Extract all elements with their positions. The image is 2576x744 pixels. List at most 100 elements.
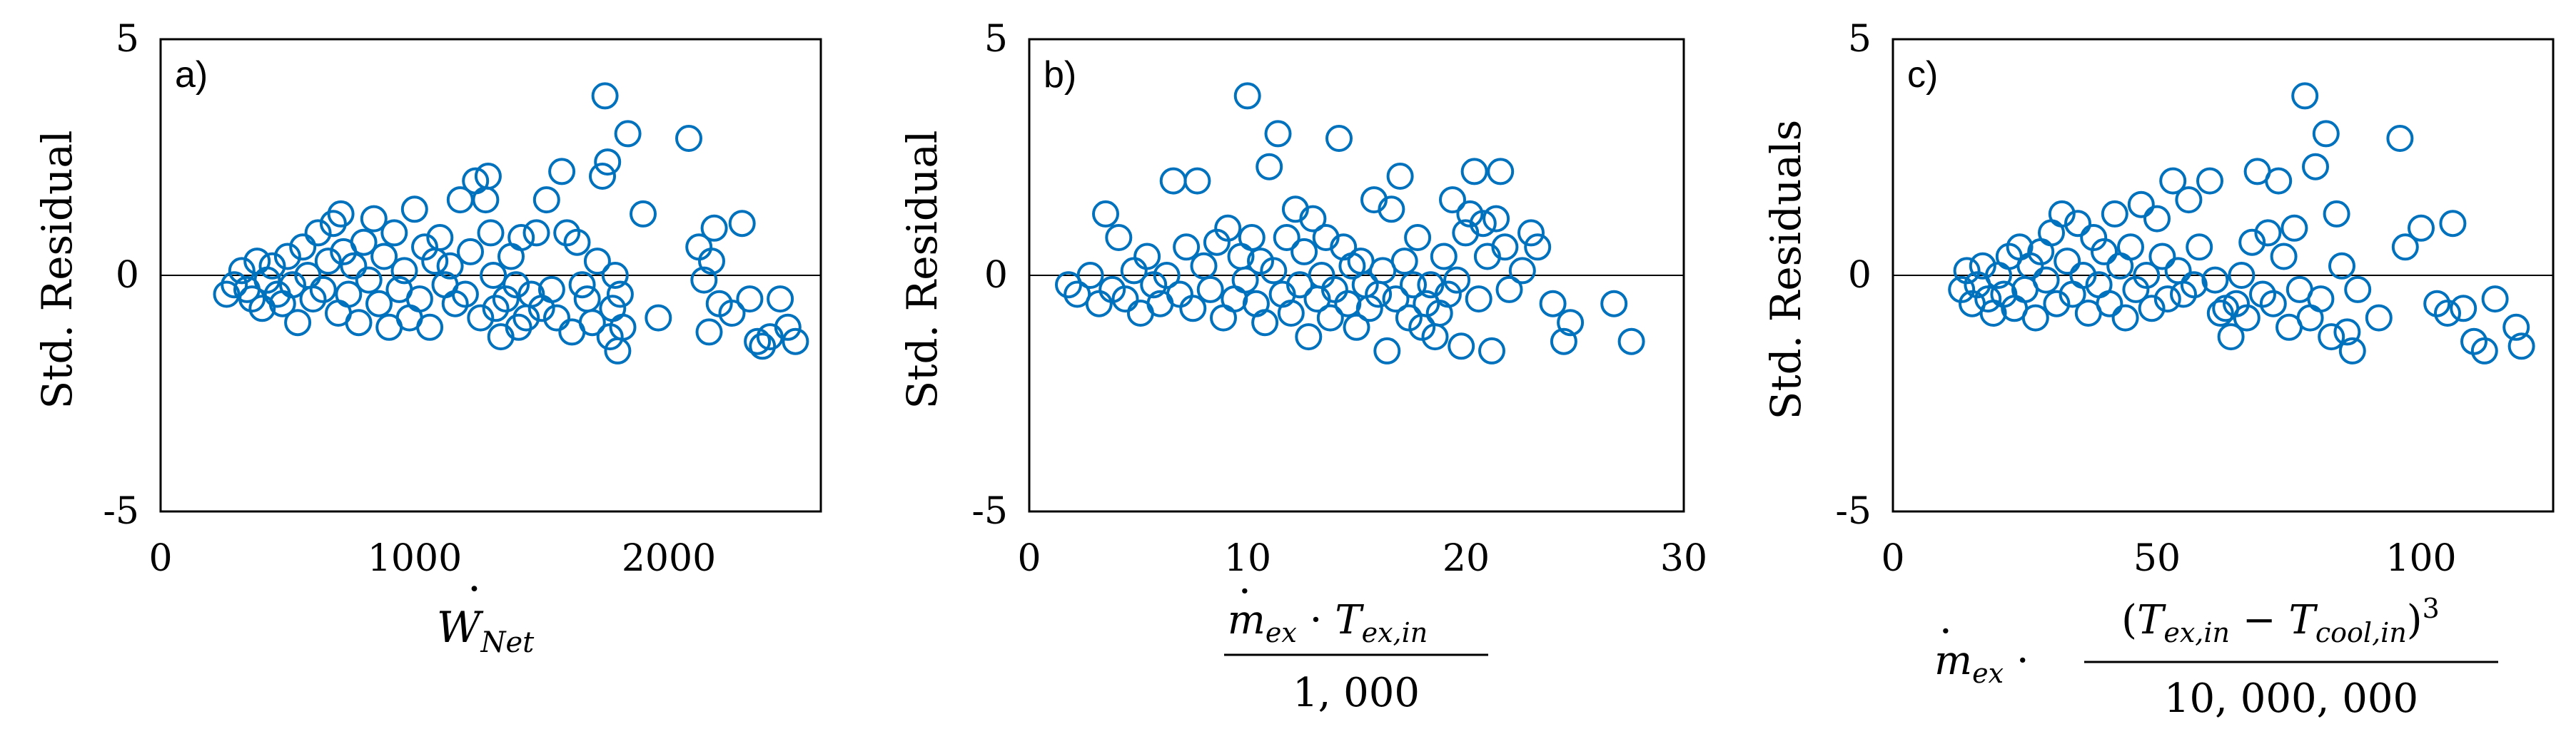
data-point bbox=[1264, 120, 1292, 148]
data-point bbox=[1550, 327, 1577, 355]
data-point bbox=[1974, 285, 2002, 313]
data-point bbox=[2460, 327, 2487, 355]
data-point bbox=[1334, 290, 1362, 317]
data-point bbox=[537, 275, 565, 303]
data-point bbox=[594, 148, 622, 176]
data-point bbox=[380, 219, 408, 247]
data-point bbox=[436, 252, 464, 280]
data-point bbox=[1483, 205, 1510, 233]
data-point bbox=[543, 304, 570, 332]
x-tick-label: 20 bbox=[1443, 537, 1490, 580]
x-tick-label: 30 bbox=[1660, 537, 1707, 580]
x-tick-label: 1000 bbox=[368, 537, 462, 580]
data-point bbox=[2153, 285, 2181, 313]
data-point bbox=[1539, 290, 1567, 317]
data-point bbox=[1508, 257, 1536, 285]
x-axis-label-math: WNet bbox=[437, 603, 535, 659]
data-point bbox=[1290, 238, 1318, 265]
data-point bbox=[505, 313, 532, 341]
data-point bbox=[1430, 243, 1458, 270]
data-point bbox=[2096, 290, 2123, 317]
x-tick-label: 0 bbox=[1881, 537, 1904, 580]
data-point bbox=[2143, 205, 2171, 233]
data-point bbox=[1153, 262, 1181, 289]
data-point bbox=[238, 285, 266, 313]
data-point bbox=[589, 163, 616, 190]
data-point bbox=[2217, 323, 2245, 351]
data-point bbox=[2450, 295, 2477, 322]
data-point bbox=[568, 271, 596, 299]
data-point bbox=[2328, 252, 2355, 280]
y-axis-label: Std. Residuals bbox=[1762, 120, 1810, 420]
x-axis-label-dot: · bbox=[1238, 569, 1251, 615]
data-point bbox=[1491, 233, 1519, 261]
data-point bbox=[736, 285, 764, 313]
data-point bbox=[309, 275, 337, 303]
data-point bbox=[2228, 262, 2256, 289]
data-point bbox=[1557, 309, 1585, 337]
data-point bbox=[1355, 295, 1383, 322]
data-point bbox=[1478, 337, 1505, 365]
data-point bbox=[1214, 214, 1242, 242]
data-point bbox=[1487, 158, 1515, 185]
data-point bbox=[279, 271, 306, 299]
x-axis-label-numerator: (Tex,in − Tcool,in)3 bbox=[2121, 593, 2440, 648]
data-point bbox=[2148, 243, 2176, 270]
data-point bbox=[304, 219, 332, 247]
data-point bbox=[1183, 167, 1211, 195]
data-point bbox=[2117, 233, 2144, 261]
y-axis-label: Std. Residual bbox=[898, 131, 946, 409]
data-point bbox=[480, 262, 507, 289]
data-point bbox=[365, 290, 393, 317]
data-point bbox=[355, 266, 383, 294]
data-point bbox=[1277, 300, 1305, 327]
data-point bbox=[472, 186, 500, 214]
data-point bbox=[2291, 82, 2319, 110]
data-point bbox=[2365, 304, 2393, 332]
data-point bbox=[782, 327, 809, 355]
data-point bbox=[2196, 167, 2223, 195]
data-point bbox=[1382, 285, 1410, 313]
data-point bbox=[441, 290, 469, 317]
x-axis-label-denominator: 1, 000 bbox=[1293, 670, 1420, 716]
data-point bbox=[2408, 214, 2435, 242]
data-point bbox=[400, 195, 428, 223]
data-point bbox=[1316, 304, 1344, 332]
data-point bbox=[2259, 290, 2287, 317]
data-point bbox=[1092, 200, 1119, 228]
data-point bbox=[2302, 153, 2329, 180]
data-point bbox=[2032, 266, 2060, 294]
data-point bbox=[2021, 304, 2049, 332]
data-point bbox=[2481, 285, 2509, 313]
y-axis-label: Std. Residual bbox=[33, 131, 81, 409]
data-point bbox=[457, 238, 484, 265]
data-point bbox=[601, 262, 629, 289]
data-point bbox=[2386, 125, 2414, 152]
data-point bbox=[299, 285, 327, 313]
data-point bbox=[2133, 262, 2161, 289]
data-point bbox=[253, 266, 281, 294]
data-point bbox=[2270, 243, 2298, 270]
data-point bbox=[1133, 243, 1161, 270]
panel-label: a) bbox=[175, 54, 208, 96]
x-axis-label-dot: · bbox=[1939, 608, 1952, 655]
data-point bbox=[1325, 125, 1353, 152]
data-point bbox=[553, 219, 581, 247]
data-point bbox=[698, 248, 725, 275]
data-point bbox=[1179, 295, 1207, 322]
data-point bbox=[1173, 233, 1201, 261]
data-point bbox=[345, 309, 373, 337]
data-point bbox=[390, 257, 418, 285]
x-tick-label: 2000 bbox=[622, 537, 716, 580]
data-point bbox=[604, 337, 632, 365]
data-point bbox=[411, 233, 438, 261]
data-points bbox=[213, 82, 809, 365]
data-point bbox=[221, 271, 248, 299]
data-point bbox=[467, 304, 495, 332]
data-point bbox=[1373, 337, 1401, 365]
data-point bbox=[2470, 337, 2498, 365]
data-point bbox=[1260, 257, 1288, 285]
data-point bbox=[228, 257, 256, 285]
data-point bbox=[1517, 219, 1545, 247]
data-point bbox=[2507, 332, 2535, 360]
